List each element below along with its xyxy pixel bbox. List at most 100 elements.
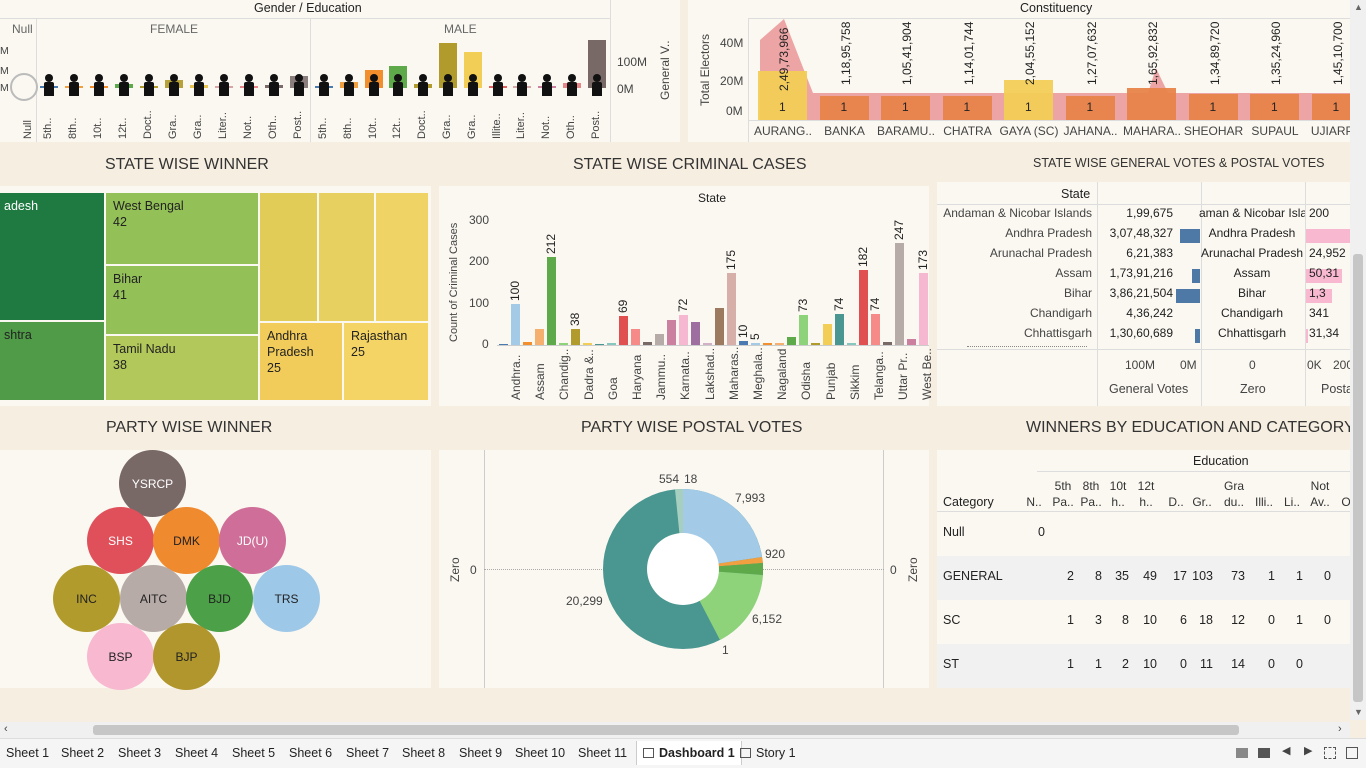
postal-votes-bar[interactable] <box>1306 329 1308 343</box>
criminal-bar[interactable] <box>655 334 664 345</box>
gender-bar[interactable] <box>439 43 457 88</box>
criminal-bar[interactable] <box>523 341 532 345</box>
criminal-bar[interactable] <box>619 316 628 345</box>
criminal-bar[interactable] <box>703 343 712 345</box>
treemap-cell[interactable] <box>259 192 318 322</box>
edu-cell[interactable]: 0 <box>1268 657 1275 671</box>
tab-sheet-5[interactable]: Sheet 5 <box>226 741 281 765</box>
grid-view-icon[interactable] <box>1346 747 1358 759</box>
edu-cell[interactable]: 2 <box>1067 569 1074 583</box>
edu-cell[interactable]: 10 <box>1143 657 1157 671</box>
grid-icon[interactable] <box>1258 748 1270 758</box>
criminal-bar[interactable] <box>679 315 688 345</box>
horizontal-scrollbar[interactable]: ‹ › <box>0 722 1350 738</box>
bubble-ysrcp[interactable]: YSRCP <box>119 450 186 517</box>
constituency-bar[interactable] <box>758 71 807 120</box>
constituency-bar[interactable] <box>1188 94 1238 120</box>
edu-cell[interactable]: 8 <box>1095 569 1102 583</box>
scroll-left-arrow[interactable]: ‹ <box>4 723 8 735</box>
criminal-bar[interactable] <box>775 342 784 345</box>
bubble-aitc[interactable]: AITC <box>120 565 187 632</box>
edu-cell[interactable]: 17 <box>1173 569 1187 583</box>
criminal-bar[interactable] <box>835 314 844 345</box>
criminal-bar[interactable] <box>823 324 832 345</box>
criminal-bar[interactable] <box>535 329 544 345</box>
bubble-bjd[interactable]: BJD <box>186 565 253 632</box>
edu-cell[interactable]: 1 <box>1296 613 1303 627</box>
constituency-bar[interactable] <box>1250 94 1299 120</box>
edu-cell[interactable]: 3 <box>1095 613 1102 627</box>
tab-sheet-8[interactable]: Sheet 8 <box>396 741 451 765</box>
edu-col-header[interactable]: 10t h.. <box>1109 479 1127 509</box>
criminal-bar[interactable] <box>763 342 772 345</box>
postal-votes-bar[interactable] <box>1306 229 1350 243</box>
criminal-bar[interactable] <box>895 242 904 345</box>
edu-cell[interactable]: 14 <box>1231 657 1245 671</box>
tab-story-1[interactable]: Story 1 <box>734 741 802 765</box>
tab-sheet-11[interactable]: Sheet 11 <box>572 741 633 765</box>
edu-cell[interactable]: 1 <box>1067 613 1074 627</box>
postal-donut[interactable] <box>603 489 763 649</box>
bubble-trs[interactable]: TRS <box>253 565 320 632</box>
edu-cell[interactable]: 18 <box>1199 613 1213 627</box>
edu-cell[interactable]: 0 <box>1324 569 1331 583</box>
treemap-cell-west-bengal[interactable]: West Bengal 42 <box>105 192 259 265</box>
treemap-cell-andhra-pradesh[interactable]: Andhra Pradesh 25 <box>259 322 343 401</box>
edu-cell[interactable]: 1 <box>1296 569 1303 583</box>
bubble-bjp[interactable]: BJP <box>153 623 220 690</box>
bubble-jdu[interactable]: JD(U) <box>219 507 286 574</box>
criminal-bar[interactable] <box>727 272 736 345</box>
criminal-bar[interactable] <box>559 343 568 345</box>
criminal-bar[interactable] <box>583 343 592 345</box>
edu-cell[interactable]: 35 <box>1115 569 1129 583</box>
scrollbar-thumb[interactable] <box>1353 254 1363 702</box>
criminal-bar[interactable] <box>739 340 748 345</box>
edu-cell[interactable]: 0 <box>1180 657 1187 671</box>
bubble-shs[interactable]: SHS <box>87 507 154 574</box>
edu-cell[interactable]: 1 <box>1067 657 1074 671</box>
edu-col-header[interactable]: Li.. <box>1283 495 1300 509</box>
bubble-dmk[interactable]: DMK <box>153 507 220 574</box>
tab-sheet-6[interactable]: Sheet 6 <box>283 741 338 765</box>
edu-cell[interactable]: 0 <box>1324 613 1331 627</box>
edu-col-header[interactable]: 5th Pa.. <box>1052 479 1074 509</box>
criminal-bar[interactable] <box>595 344 604 345</box>
criminal-bar[interactable] <box>871 314 880 345</box>
general-votes-bar[interactable] <box>1176 289 1200 303</box>
edu-cell[interactable]: 73 <box>1231 569 1245 583</box>
tab-dashboard-1[interactable]: Dashboard 1 <box>636 741 742 765</box>
tab-sheet-4[interactable]: Sheet 4 <box>169 741 224 765</box>
edu-col-header[interactable]: 8th Pa.. <box>1080 479 1102 509</box>
edu-col-header[interactable]: Illi.. <box>1255 495 1273 509</box>
edu-cell[interactable]: 2 <box>1122 657 1129 671</box>
general-votes-bar[interactable] <box>1192 269 1200 283</box>
edu-col-header[interactable]: N.. <box>1026 495 1042 509</box>
tab-sheet-7[interactable]: Sheet 7 <box>340 741 395 765</box>
edu-cell[interactable]: 0 <box>1038 525 1045 539</box>
scroll-right-arrow[interactable]: › <box>1338 723 1342 735</box>
criminal-bar[interactable] <box>511 303 520 345</box>
edu-cell[interactable]: 0 <box>1296 657 1303 671</box>
criminal-bar[interactable] <box>883 341 892 345</box>
tab-sheet-2[interactable]: Sheet 2 <box>55 741 110 765</box>
edu-cell[interactable]: 1 <box>1095 657 1102 671</box>
treemap-cell-tamil-nadu[interactable]: Tamil Nadu 38 <box>105 335 259 401</box>
criminal-bar[interactable] <box>631 329 640 345</box>
gender-bar[interactable] <box>463 52 482 88</box>
edu-cell[interactable]: 6 <box>1180 613 1187 627</box>
edu-cell[interactable]: 11 <box>1200 657 1213 671</box>
criminal-bar[interactable] <box>847 342 856 345</box>
postal-votes-bar[interactable] <box>1306 289 1332 303</box>
criminal-bar[interactable] <box>571 329 580 345</box>
treemap-cell[interactable] <box>318 192 375 322</box>
constituency-bar[interactable] <box>819 96 869 120</box>
treemap-cell-bihar[interactable]: Bihar 41 <box>105 265 259 335</box>
tab-sheet-10[interactable]: Sheet 10 <box>509 741 571 765</box>
constituency-bar[interactable] <box>942 96 992 120</box>
treemap-cell-rajasthan[interactable]: Rajasthan 25 <box>343 322 429 401</box>
scroll-down-arrow[interactable]: ▼ <box>1354 707 1363 717</box>
edu-cell[interactable]: 10 <box>1143 613 1157 627</box>
prev-sheet-icon[interactable]: ◀ <box>1282 745 1291 757</box>
edu-col-header[interactable]: Gra du.. <box>1223 479 1244 509</box>
next-sheet-icon[interactable]: ▶ <box>1304 745 1313 757</box>
